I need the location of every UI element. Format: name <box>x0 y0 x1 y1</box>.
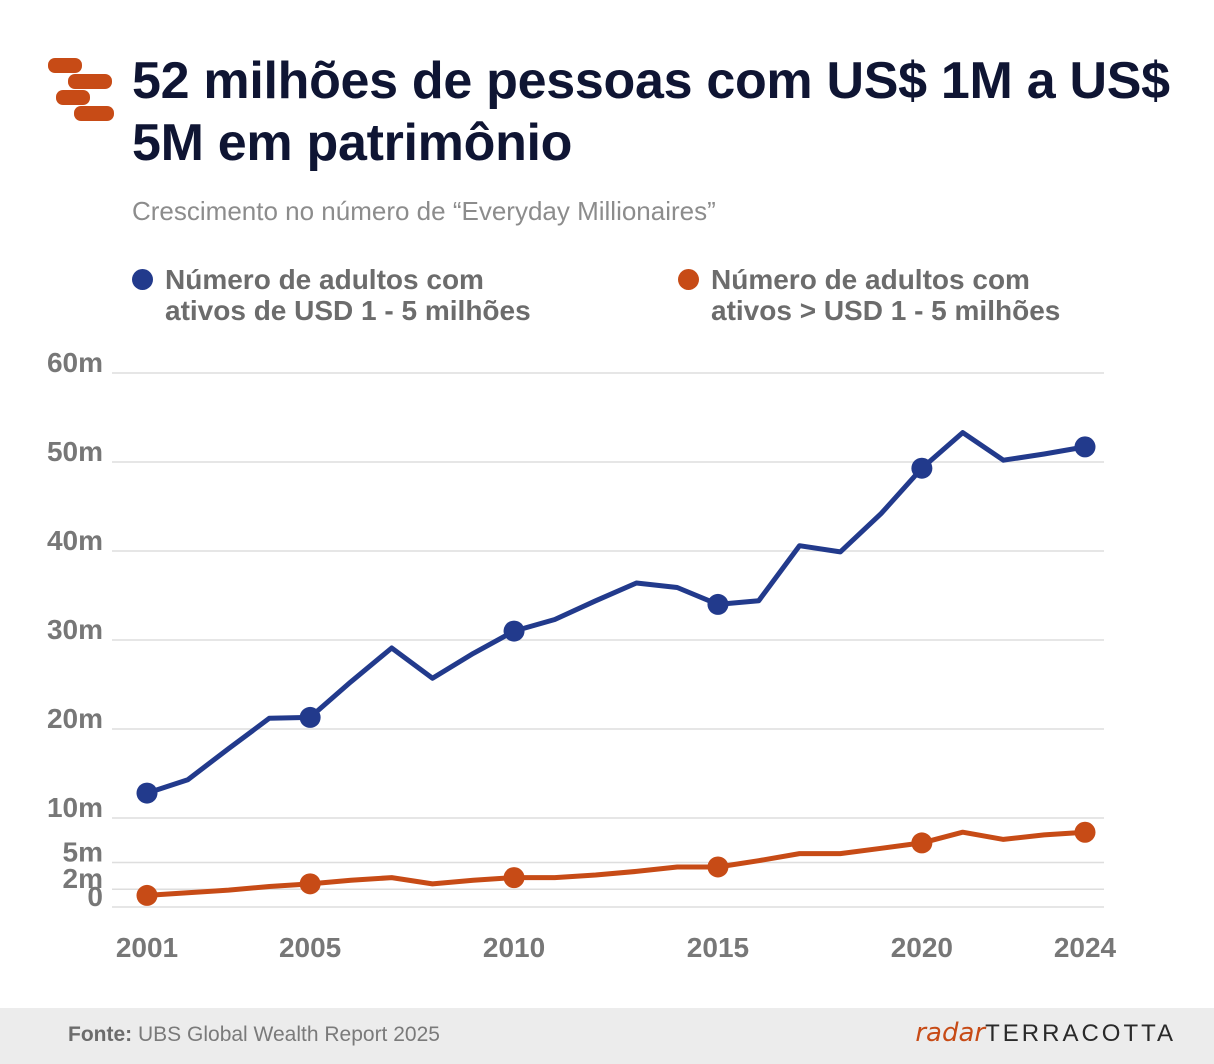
series-1-point-2020 <box>911 832 933 854</box>
y-tick-label: 50m <box>47 436 103 467</box>
series-line-1 <box>144 829 1088 898</box>
series-0-point-2010 <box>503 620 525 642</box>
y-tick-label: 40m <box>47 525 103 556</box>
footer: Fonte: UBS Global Wealth Report 2025 rad… <box>0 1008 1214 1064</box>
source-label: Fonte: <box>68 1023 133 1046</box>
legend-item-blue: Número de adultos com ativos de USD 1 - … <box>132 264 585 326</box>
y-tick-label: 60m <box>47 347 103 378</box>
brand-logo-icon <box>48 58 114 121</box>
x-tick-label: 2015 <box>687 932 749 963</box>
brand-radar: radar <box>915 1018 986 1048</box>
brand-wordmark: radar TERRACOTTA <box>915 1018 1176 1048</box>
y-tick-label: 0 <box>87 881 103 912</box>
series-1-point-2024 <box>1074 821 1096 843</box>
series-0-point-2005 <box>299 706 321 728</box>
y-tick-label: 20m <box>47 703 103 734</box>
x-tick-label: 2001 <box>116 932 178 963</box>
series-0-point-2001 <box>136 782 158 804</box>
x-tick-label: 2005 <box>279 932 341 963</box>
page-title: 52 milhões de pessoas com US$ 1M a US$ 5… <box>132 52 1170 172</box>
series-0-point-2024 <box>1074 436 1096 458</box>
y-tick-label: 10m <box>47 792 103 823</box>
legend-item-orange: Número de adultos com ativos > USD 1 - 5… <box>678 264 1131 326</box>
series-0-point-2015 <box>707 593 729 615</box>
y-tick-label: 30m <box>47 614 103 645</box>
series-1-point-2010 <box>503 867 525 889</box>
series-1-point-2005 <box>299 873 321 895</box>
series-1-point-2015 <box>707 856 729 878</box>
source-note: Fonte: UBS Global Wealth Report 2025 <box>68 1023 440 1047</box>
legend-dot-blue-icon <box>132 269 153 290</box>
y-tick-label: 5m <box>63 837 103 868</box>
page-subtitle: Crescimento no número de “Everyday Milli… <box>132 196 716 226</box>
legend-label-orange: Número de adultos com ativos > USD 1 - 5… <box>711 264 1061 326</box>
x-tick-label: 2010 <box>483 932 545 963</box>
source-text: UBS Global Wealth Report 2025 <box>138 1023 440 1046</box>
brand-terracotta: TERRACOTTA <box>985 1020 1176 1047</box>
x-tick-label: 2020 <box>891 932 953 963</box>
series-1-point-2001 <box>136 884 158 906</box>
x-tick-label: 2024 <box>1054 932 1117 963</box>
series-line-0 <box>144 430 1088 796</box>
series-0-point-2020 <box>911 457 933 479</box>
y-tick-label: 2m <box>63 863 103 894</box>
legend-label-blue: Número de adultos com ativos de USD 1 - … <box>165 264 531 326</box>
legend-dot-orange-icon <box>678 269 699 290</box>
